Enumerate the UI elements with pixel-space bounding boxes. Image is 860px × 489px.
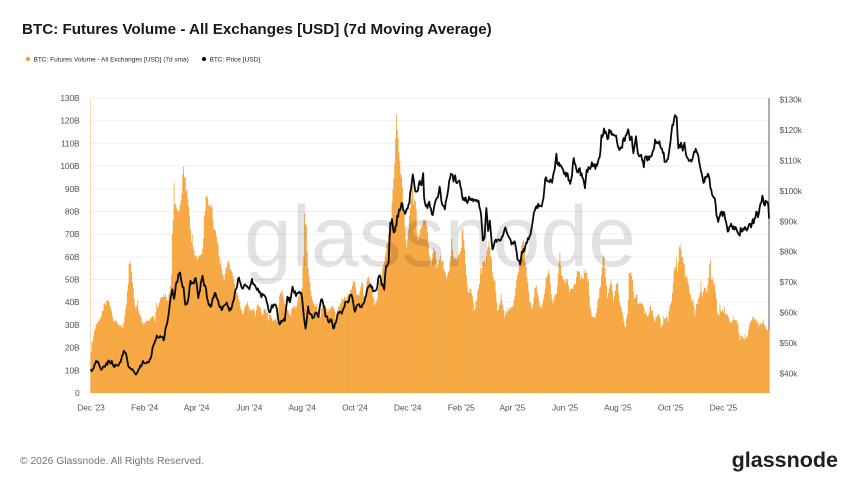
svg-text:20B: 20B — [65, 343, 80, 353]
svg-text:Dec '25: Dec '25 — [710, 403, 738, 413]
svg-text:$100k: $100k — [780, 186, 803, 196]
svg-text:$110k: $110k — [780, 155, 803, 165]
svg-text:10B: 10B — [65, 365, 80, 375]
svg-text:$90k: $90k — [780, 216, 799, 226]
svg-text:Aug '25: Aug '25 — [604, 403, 632, 413]
svg-text:BTC: Futures Volume - All Exch: BTC: Futures Volume - All Exchanges [USD… — [34, 57, 189, 64]
svg-text:120B: 120B — [60, 116, 80, 126]
svg-text:130B: 130B — [60, 93, 80, 103]
svg-text:$80k: $80k — [780, 247, 799, 257]
svg-text:glassnode: glassnode — [244, 189, 636, 285]
svg-text:Apr '25: Apr '25 — [500, 403, 526, 413]
svg-text:100B: 100B — [60, 161, 80, 171]
svg-text:Oct '25: Oct '25 — [658, 403, 684, 413]
svg-text:50B: 50B — [65, 275, 80, 285]
svg-text:Feb '25: Feb '25 — [448, 403, 475, 413]
svg-text:$50k: $50k — [780, 338, 799, 348]
svg-text:glassnode: glassnode — [732, 448, 838, 472]
svg-text:110B: 110B — [61, 138, 80, 148]
svg-text:0: 0 — [75, 388, 80, 398]
svg-text:Aug '24: Aug '24 — [288, 403, 316, 413]
svg-text:$130k: $130k — [780, 94, 803, 104]
svg-text:© 2026 Glassnode. All Rights R: © 2026 Glassnode. All Rights Reserved. — [20, 456, 204, 467]
svg-text:Jun '24: Jun '24 — [236, 403, 262, 413]
svg-text:30B: 30B — [65, 320, 80, 330]
svg-text:$40k: $40k — [780, 369, 799, 379]
svg-text:BTC: Price [USD]: BTC: Price [USD] — [210, 57, 261, 64]
svg-text:70B: 70B — [65, 229, 80, 239]
svg-text:Feb '24: Feb '24 — [131, 403, 158, 413]
svg-text:60B: 60B — [65, 252, 80, 262]
svg-text:80B: 80B — [65, 206, 80, 216]
svg-text:BTC: Futures Volume - All Exch: BTC: Futures Volume - All Exchanges [USD… — [22, 21, 492, 38]
svg-text:40B: 40B — [65, 297, 80, 307]
svg-text:Dec '23: Dec '23 — [77, 403, 105, 413]
svg-text:$70k: $70k — [780, 277, 799, 287]
svg-text:$120k: $120k — [780, 125, 803, 135]
svg-text:Apr '24: Apr '24 — [184, 403, 210, 413]
svg-text:Jun '25: Jun '25 — [552, 403, 578, 413]
svg-text:Oct '24: Oct '24 — [342, 403, 368, 413]
svg-text:$60k: $60k — [780, 308, 799, 318]
svg-text:90B: 90B — [65, 184, 80, 194]
svg-text:Dec '24: Dec '24 — [394, 403, 422, 413]
